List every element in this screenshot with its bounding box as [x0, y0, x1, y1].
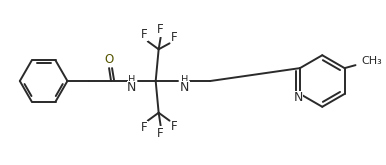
- Text: F: F: [171, 120, 178, 133]
- Text: F: F: [157, 23, 164, 36]
- Text: H: H: [181, 75, 188, 85]
- Text: F: F: [157, 127, 164, 140]
- Text: CH₃: CH₃: [361, 56, 382, 66]
- Text: N: N: [180, 82, 189, 94]
- Text: N: N: [293, 91, 303, 104]
- Text: F: F: [141, 121, 147, 134]
- Text: F: F: [141, 28, 147, 41]
- Text: H: H: [128, 75, 135, 85]
- Text: O: O: [105, 53, 114, 66]
- Text: N: N: [127, 82, 137, 94]
- Text: F: F: [171, 31, 178, 44]
